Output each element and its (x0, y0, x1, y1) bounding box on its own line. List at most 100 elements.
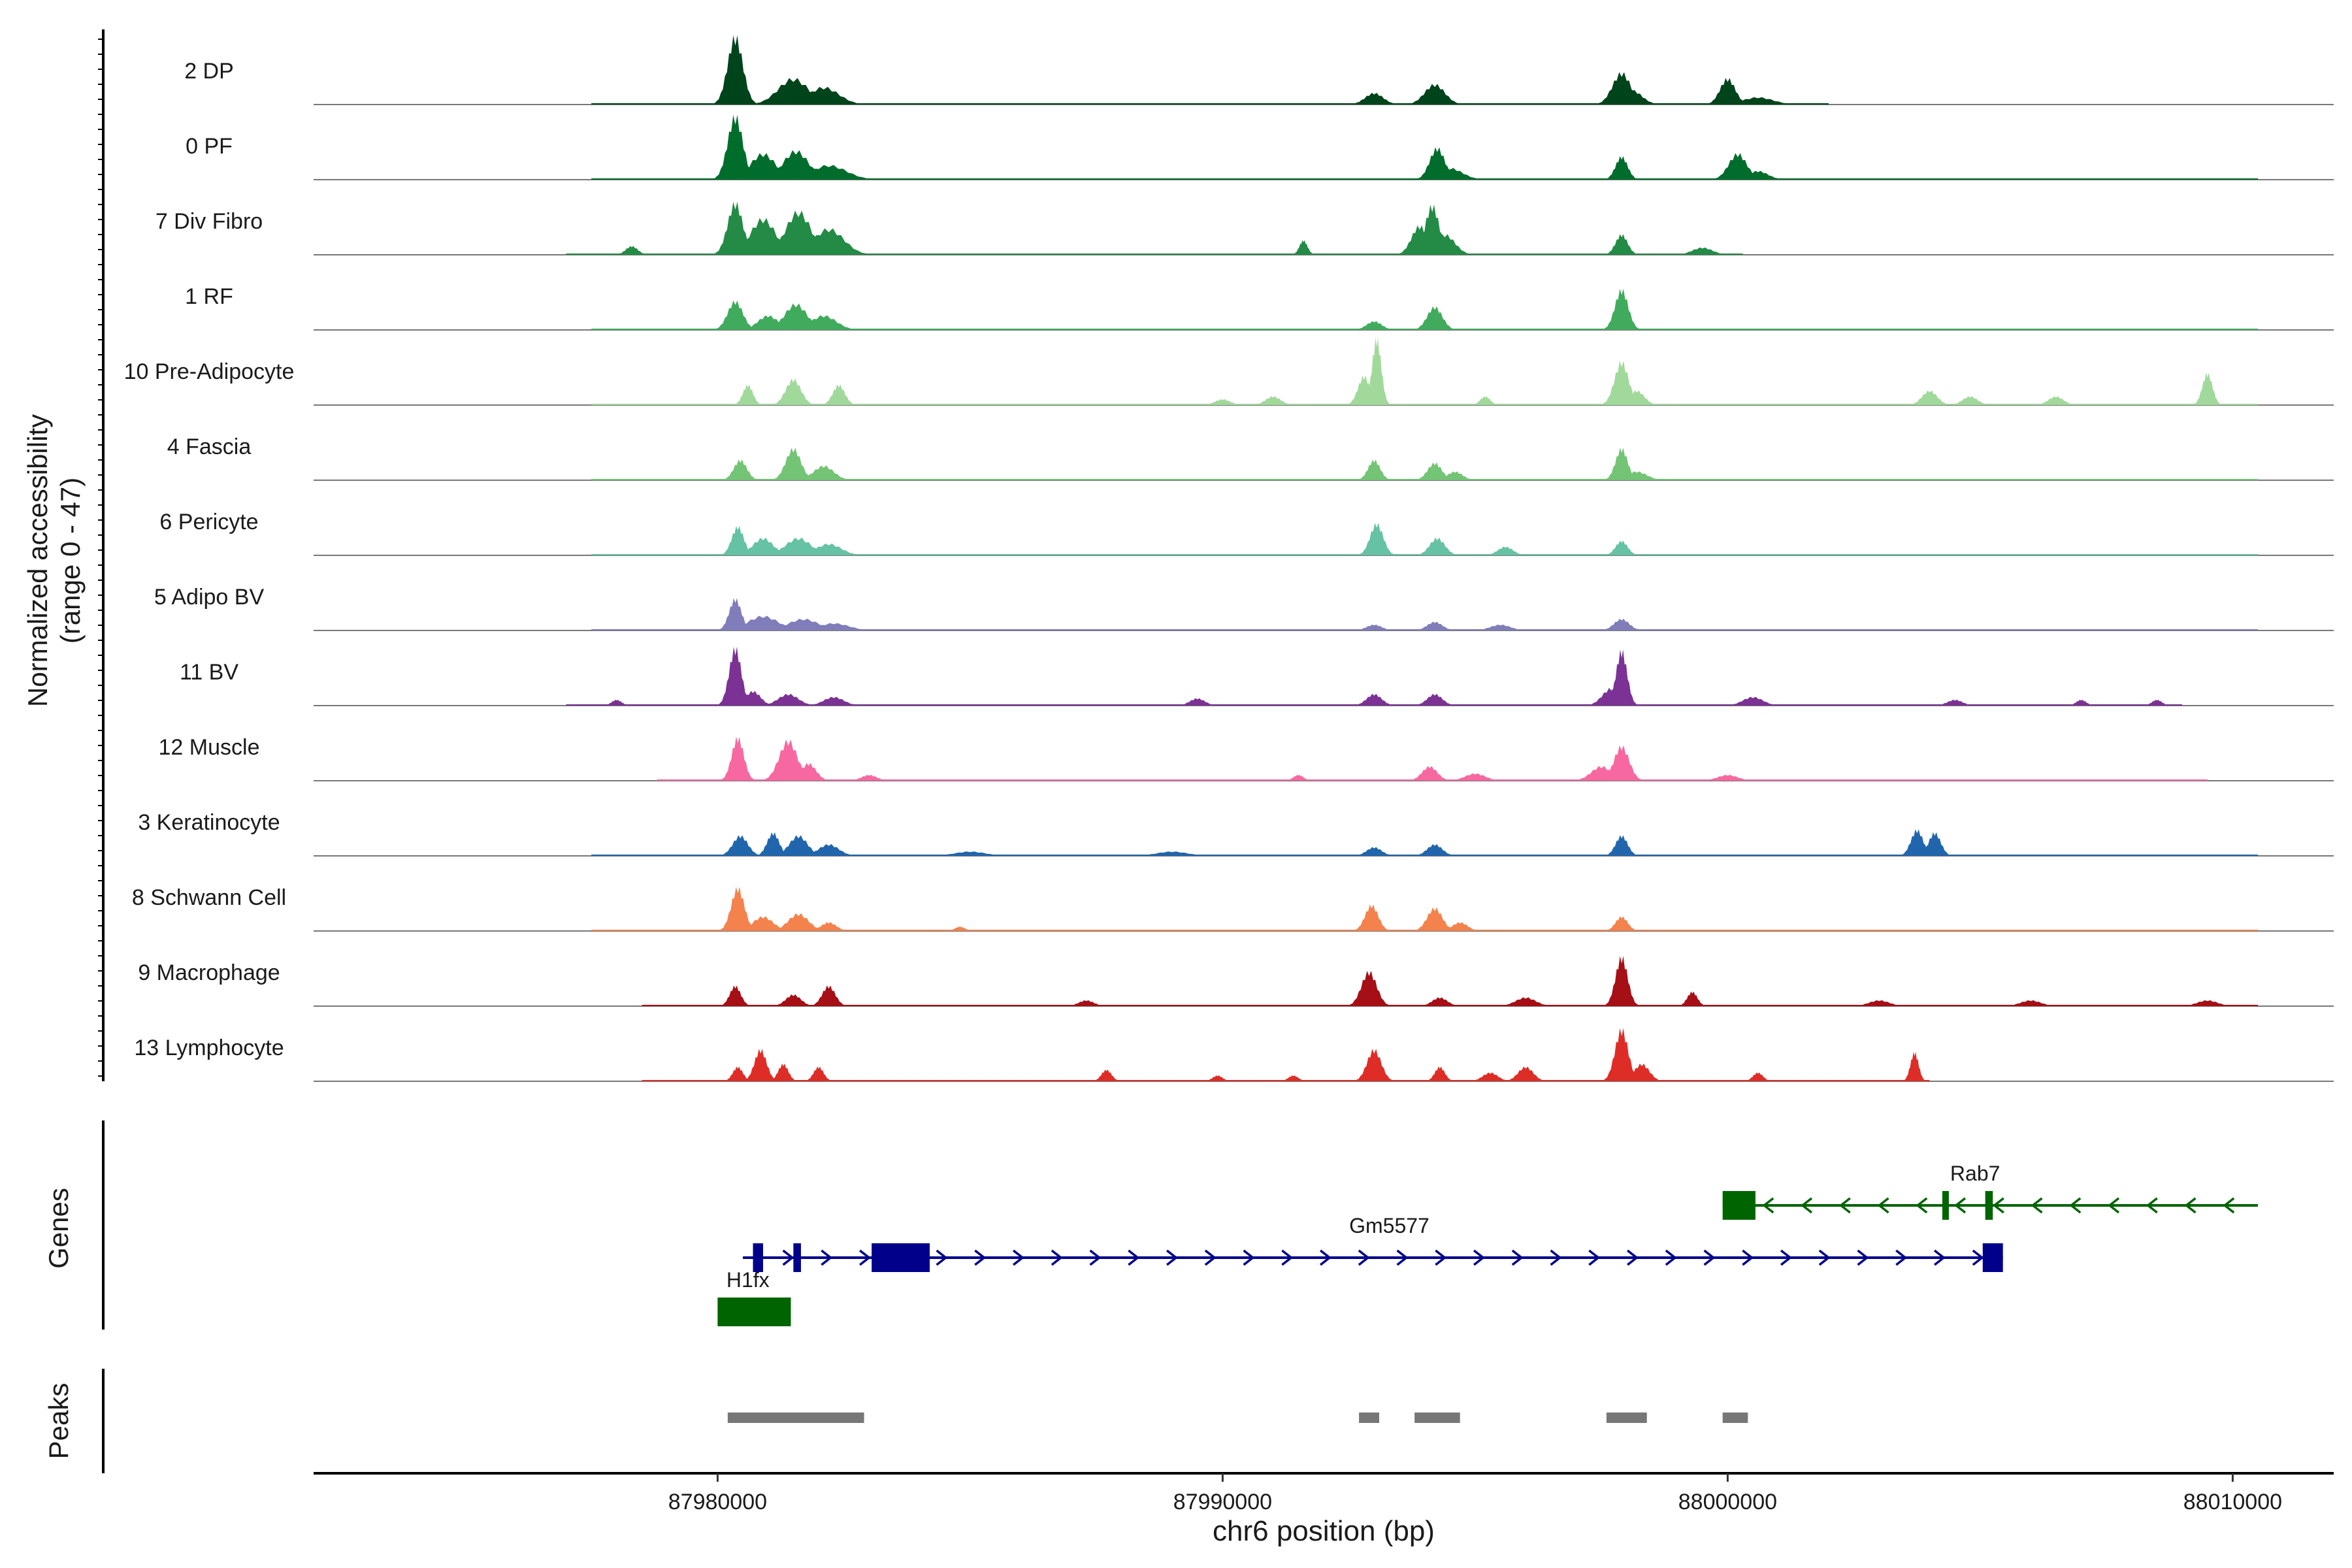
coverage-peak (1283, 775, 1314, 781)
coverage-background (591, 329, 2259, 330)
gene-exon (1982, 1243, 2003, 1272)
y-axis-label-line2: (range 0 - 47) (55, 478, 86, 644)
coverage-peak (1603, 540, 1640, 555)
coverage-peak (770, 448, 817, 480)
coverage-peak (1351, 625, 1397, 630)
coverage-peak (821, 384, 857, 405)
coverage-peak (1357, 523, 1397, 555)
track: 11 BV (180, 646, 2334, 706)
coverage-peak (1467, 1072, 1513, 1081)
coverage-y-axis-ticks (98, 39, 103, 1077)
strand-arrow (1801, 1197, 1813, 1214)
strand-arrow (936, 1249, 948, 1266)
coverage-peak (712, 35, 759, 105)
track: 7 Div Fibro (155, 201, 2334, 255)
strand-arrow (1281, 1249, 1294, 1266)
peak-region (1414, 1413, 1460, 1423)
track: 12 Muscle (159, 735, 2334, 781)
coverage-peak (1603, 155, 1640, 180)
coverage-peak (732, 916, 794, 931)
track: 5 Adipo BV (154, 585, 2334, 631)
track-label: 8 Schwann Cell (132, 885, 286, 910)
coverage-peak (778, 86, 870, 105)
track-label: 12 Muscle (159, 735, 260, 760)
coverage-peak (2177, 1000, 2238, 1006)
coverage-peak (1356, 459, 1393, 480)
coverage-peak (1932, 700, 1978, 706)
coverage-peak (768, 913, 829, 931)
track: 1 RF (185, 284, 2334, 331)
x-tick-label: 88000000 (1678, 1490, 1777, 1514)
track-label: 7 Div Fibro (155, 209, 263, 234)
coverage-peak (1347, 93, 1401, 105)
coverage-tracks: 2 DP 0 PF 7 Div Fibro 1 RF 10 Pre-Adipocyte 4… (124, 35, 2334, 1082)
coverage-peak (2192, 372, 2223, 405)
gene-exon (753, 1243, 763, 1272)
strand-arrow (821, 1249, 833, 1266)
strand-arrow (1089, 1249, 1102, 1266)
coverage-peak (1601, 90, 1662, 105)
coverage-peak (1412, 907, 1458, 931)
strand-arrow (1857, 1249, 1869, 1266)
coverage-peak (785, 315, 862, 330)
coverage-peak (755, 832, 792, 856)
coverage-peak (2142, 700, 2172, 706)
strand-arrow (859, 1249, 871, 1266)
strand-arrow (1051, 1249, 1063, 1266)
coverage-peak (798, 844, 859, 856)
coverage-peak (1351, 694, 1397, 706)
coverage-peak (1063, 1000, 1109, 1006)
coverage-peak (758, 694, 819, 706)
peak-region (1722, 1413, 1748, 1423)
strand-arrow (1703, 1249, 1716, 1266)
strand-arrow (1762, 1197, 1774, 1214)
track-label: 4 Fascia (167, 434, 252, 459)
strand-arrow (1588, 1249, 1601, 1266)
track-label: 2 DP (184, 59, 234, 84)
strand-arrow (1550, 1249, 1562, 1266)
gene: Gm5577 (743, 1214, 2003, 1272)
coverage-peak (1404, 84, 1465, 105)
coverage-peak (1202, 1075, 1233, 1081)
coverage-peak (770, 994, 817, 1006)
coverage-peak (783, 228, 874, 255)
coverage-peak (1432, 471, 1478, 480)
coverage-peak (1705, 78, 1751, 105)
track-label: 13 Lymphocyte (134, 1036, 284, 1060)
coverage-peak (601, 700, 632, 706)
coverage-peak (776, 165, 882, 180)
strand-arrow (1511, 1249, 1524, 1266)
track: 13 Lymphocyte (134, 1028, 2334, 1082)
coverage-peak (788, 623, 879, 630)
coverage-background (591, 855, 2259, 856)
x-tick-label: 88010000 (2183, 1490, 2282, 1514)
coverage-peak (803, 696, 864, 706)
coverage-peak (1250, 396, 1296, 405)
coverage-peak (732, 537, 794, 555)
coverage-peak (1413, 462, 1456, 480)
coverage-peak (1414, 537, 1460, 555)
coverage-peak (1742, 1072, 1773, 1081)
coverage-peak (712, 300, 759, 330)
y-axis-label-line1: Normalized accessibility (22, 414, 53, 707)
gene-exon (1985, 1191, 1993, 1220)
coverage-peak (721, 459, 760, 480)
strand-arrow (1877, 1197, 1889, 1214)
coverage-peak (1906, 390, 1953, 405)
gene-exon (717, 1298, 791, 1326)
peak-region (1359, 1413, 1380, 1423)
coverage-peak (1600, 361, 1643, 405)
strand-arrow (1358, 1249, 1370, 1266)
strand-arrow (2108, 1197, 2120, 1214)
x-axis-label: chr6 position (bp) (1213, 1515, 1435, 1547)
strand-arrow (1320, 1249, 1331, 1266)
coverage-peak (768, 1063, 799, 1081)
gene-annotations: Rab7 Gm5577 H1fx (717, 1162, 2259, 1326)
y-axis-label: Normalized accessibility (range 0 - 47) (22, 414, 86, 707)
strand-arrow (2031, 1197, 2043, 1214)
coverage-peak (1091, 1070, 1122, 1081)
coverage-background (642, 1080, 1930, 1081)
coverage-peak (732, 384, 763, 405)
coverage-peak (1351, 321, 1397, 330)
